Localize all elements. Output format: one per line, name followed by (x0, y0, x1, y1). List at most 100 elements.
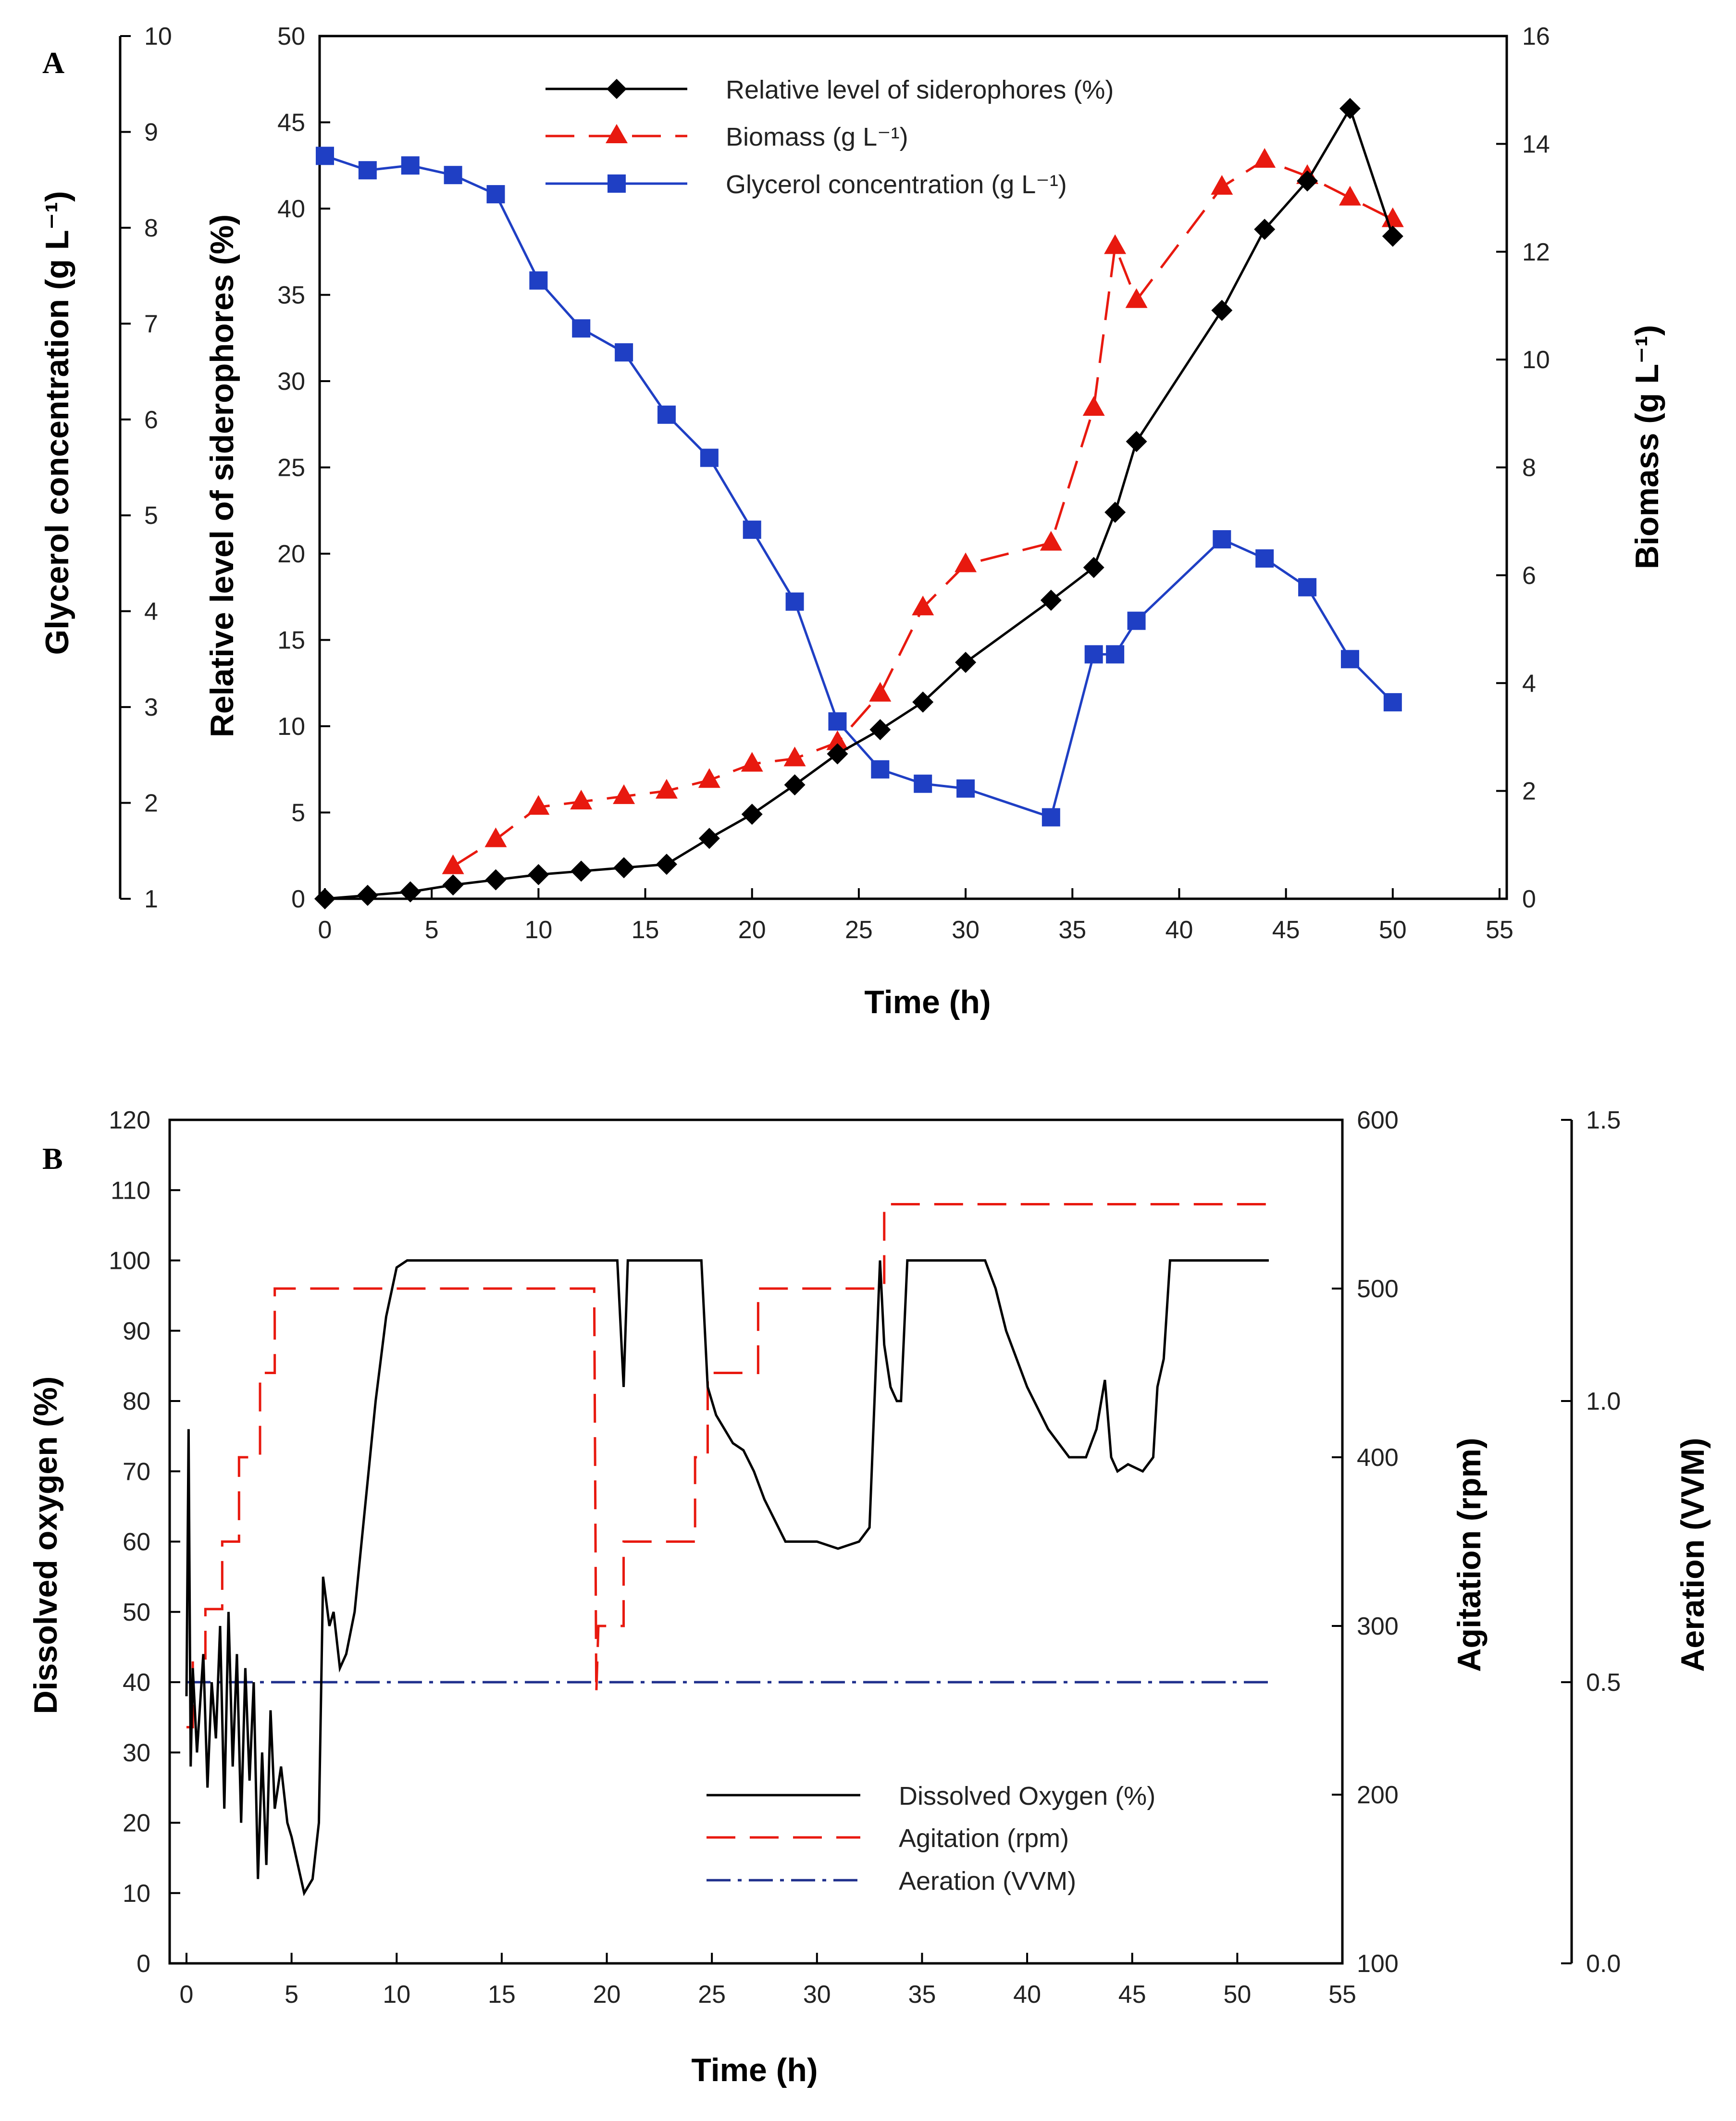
a-x-tick-label: 15 (632, 916, 659, 944)
a-point-glycerol (1255, 549, 1274, 568)
a-point-siderophores (357, 884, 378, 906)
a-point-biomass (826, 730, 849, 750)
a-point-glycerol (1127, 611, 1146, 630)
a-point-biomass (527, 795, 550, 815)
b-x-tick-label: 40 (1013, 1981, 1041, 2009)
a-point-biomass (613, 784, 635, 804)
legend-b-label-agitation: Agitation (rpm) (899, 1824, 1069, 1853)
a-siderophore-tick-label: 25 (277, 454, 305, 482)
a-point-biomass (869, 682, 892, 702)
b-do-tick-label: 110 (111, 1177, 150, 1204)
b-aeration-ticks: 0.0 0.5 1.0 1.5 (1561, 1106, 1621, 1978)
a-glycerol-tick-label: 10 (144, 23, 172, 50)
a-point-glycerol (572, 319, 591, 338)
a-point-glycerol (486, 185, 505, 204)
b-agitation-tick-label: 300 (1357, 1612, 1399, 1640)
a-point-glycerol (1042, 808, 1060, 827)
legend-a-marker-siderophores (607, 79, 627, 99)
panel-b-letter: B (42, 1141, 63, 1176)
b-x-tick-label: 20 (593, 1981, 621, 2009)
a-siderophore-tick-label: 10 (277, 713, 305, 741)
a-point-siderophores (1211, 299, 1233, 321)
panel-b: B 0 5 10 15 20 25 30 35 40 45 50 55 0 10 20 30 40 50 60 70… (27, 1106, 1711, 2088)
a-point-biomass (1104, 234, 1127, 254)
legend-a-marker-glycerol (608, 174, 626, 193)
a-siderophore-tick-label: 45 (277, 109, 305, 137)
a-point-biomass (1339, 186, 1361, 206)
legend-a-label-biomass: Biomass (g L⁻¹) (726, 123, 908, 151)
a-point-biomass (741, 752, 763, 772)
a-point-siderophores (827, 743, 848, 765)
a-biomass-tick-label: 4 (1522, 670, 1536, 697)
a-siderophore-tick-label: 20 (277, 540, 305, 568)
a-series-line-biomass (452, 159, 1393, 868)
a-point-siderophores (1040, 589, 1062, 611)
a-point-siderophores (570, 860, 592, 882)
a-point-biomass (1253, 148, 1276, 168)
b-x-tick-label: 0 (180, 1981, 194, 2009)
a-glycerol-tick-label: 8 (144, 214, 158, 242)
b-aeration-tick-label: 1.0 (1586, 1388, 1621, 1415)
a-x-tick-label: 30 (952, 916, 980, 944)
a-point-siderophores (1104, 501, 1126, 523)
a-point-siderophores (698, 828, 720, 849)
a-point-glycerol (316, 147, 334, 165)
a-point-glycerol (700, 448, 719, 467)
a-point-glycerol (444, 166, 462, 185)
a-glycerol-tick-label: 7 (144, 310, 158, 338)
a-point-glycerol (358, 161, 377, 180)
a-x-axis-title: Time (h) (864, 984, 991, 1020)
a-point-glycerol (615, 343, 633, 362)
b-do-tick-label: 100 (109, 1247, 150, 1275)
biomass-axis-title: Biomass (g L⁻¹) (1629, 325, 1665, 569)
a-x-tick-label: 40 (1166, 916, 1193, 944)
b-agitation-tick-label: 600 (1357, 1106, 1399, 1134)
b-x-tick-label: 45 (1118, 1981, 1146, 2009)
a-biomass-tick-label: 8 (1522, 454, 1536, 482)
b-do-tick-label: 20 (123, 1810, 150, 1837)
a-siderophore-tick-label: 35 (277, 282, 305, 310)
a-point-glycerol (1340, 650, 1359, 669)
b-series (185, 1203, 1269, 1897)
b-x-tick-label: 35 (908, 1981, 936, 2009)
b-series-line-dissolved_oxygen (185, 1259, 1269, 1897)
b-x-tick-label: 10 (383, 1981, 410, 2009)
a-biomass-ticks: 0 2 4 6 8 10 12 14 16 (1496, 23, 1550, 913)
a-point-biomass (570, 790, 593, 810)
b-dissolved-oxygen-ticks: 0 10 20 30 40 50 60 70 80 90 100 110 120 (109, 1106, 180, 1978)
glycerol-axis-title: Glycerol concentration (g L⁻¹) (39, 191, 75, 655)
a-point-siderophores (784, 774, 806, 796)
b-do-tick-label: 50 (123, 1599, 150, 1626)
a-series-line-siderophores (324, 107, 1394, 900)
b-do-tick-label: 40 (123, 1669, 150, 1697)
b-x-tick-label: 5 (285, 1981, 298, 2009)
a-glycerol-tick-label: 4 (144, 598, 158, 626)
b-agitation-tick-label: 100 (1357, 1950, 1399, 1978)
a-x-tick-label: 55 (1486, 916, 1513, 944)
a-point-glycerol (828, 712, 847, 731)
a-siderophore-tick-label: 30 (277, 368, 305, 396)
a-point-siderophores (741, 804, 763, 825)
a-glycerol-tick-label: 1 (144, 885, 158, 913)
a-biomass-tick-label: 0 (1522, 885, 1536, 913)
a-siderophore-tick-label: 50 (277, 23, 305, 50)
a-point-biomass (783, 746, 806, 767)
legend-a-marker-biomass (606, 124, 628, 143)
a-glycerol-tick-label: 6 (144, 406, 158, 434)
a-x-tick-label: 35 (1058, 916, 1086, 944)
a-glycerol-tick-label: 9 (144, 118, 158, 146)
a-point-siderophores (1083, 557, 1104, 578)
a-x-tick-label: 50 (1379, 916, 1407, 944)
a-x-tick-label: 10 (524, 916, 552, 944)
siderophore-axis-title: Relative level of siderophores (%) (204, 214, 240, 737)
legend-b-label-aeration: Aeration (VVM) (899, 1867, 1076, 1896)
legend-a-label-glycerol: Glycerol concentration (g L⁻¹) (726, 170, 1067, 199)
b-x-tick-label: 25 (698, 1981, 726, 2009)
a-point-biomass (442, 854, 464, 874)
a-siderophore-tick-label: 40 (277, 195, 305, 223)
b-aeration-tick-label: 0.0 (1586, 1950, 1621, 1978)
a-point-siderophores (485, 869, 507, 891)
legend-b: Dissolved Oxygen (%) Agitation (rpm) Aer… (707, 1782, 1155, 1896)
b-do-tick-label: 70 (123, 1458, 150, 1486)
